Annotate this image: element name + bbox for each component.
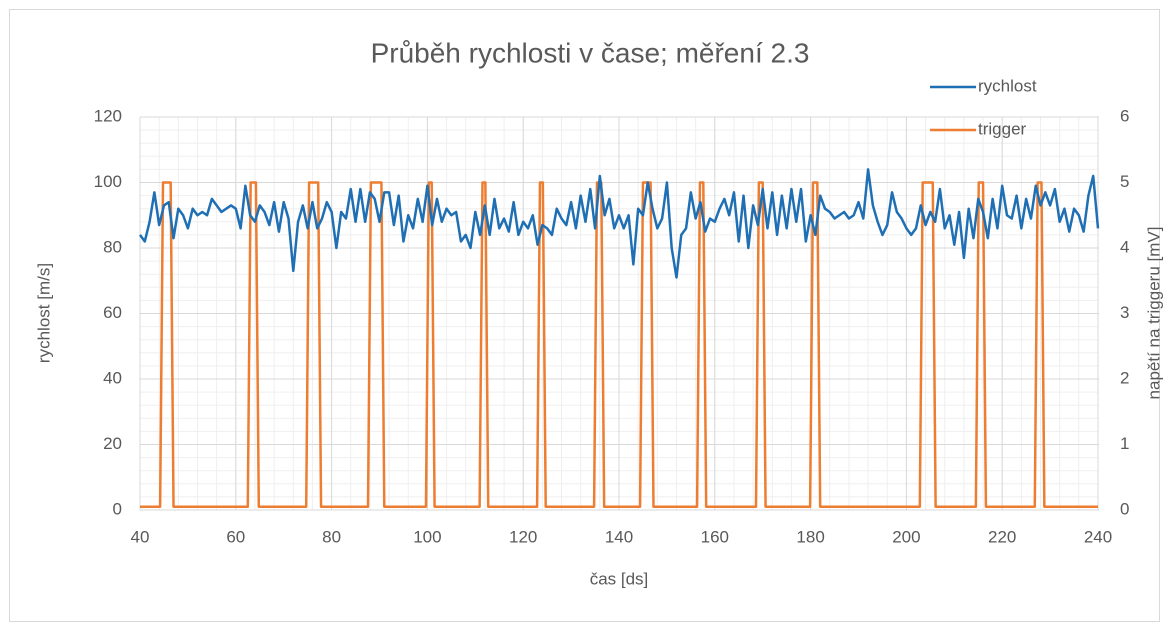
y2-axis-label: napětí na triggeru [mV] — [1144, 227, 1163, 400]
y-axis-label: rychlost [m/s] — [34, 263, 53, 363]
y-tick-label: 80 — [103, 237, 122, 256]
y2-tick-label: 3 — [1120, 303, 1129, 322]
y2-tick-label: 6 — [1120, 106, 1129, 125]
series-line — [138, 168, 1100, 279]
y-tick-label: 120 — [94, 106, 122, 125]
x-tick-label: 100 — [413, 527, 441, 546]
x-tick-label: 200 — [892, 527, 920, 546]
x-tick-label: 140 — [605, 527, 633, 546]
legend-label: trigger — [978, 119, 1027, 138]
x-tick-label: 60 — [226, 527, 245, 546]
x-tick-label: 40 — [131, 527, 150, 546]
plot — [138, 168, 1100, 508]
y2-tick-label: 4 — [1120, 237, 1129, 256]
y-tick-label: 60 — [103, 303, 122, 322]
y2-tick-label: 5 — [1120, 172, 1129, 191]
y-tick-label: 0 — [113, 499, 122, 518]
legend-label: rychlost — [978, 76, 1037, 95]
y2-tick-label: 1 — [1120, 434, 1129, 453]
y-tick-label: 20 — [103, 434, 122, 453]
chart-title: Průběh rychlosti v čase; měření 2.3 — [371, 37, 810, 68]
x-tick-label: 120 — [509, 527, 537, 546]
x-axis-label: čas [ds] — [590, 569, 649, 588]
y2-tick-label: 2 — [1120, 368, 1129, 387]
x-tick-label: 220 — [988, 527, 1016, 546]
y-tick-label: 100 — [94, 172, 122, 191]
x-tick-label: 240 — [1084, 527, 1112, 546]
y2-tick-label: 0 — [1120, 499, 1129, 518]
x-tick-label: 180 — [796, 527, 824, 546]
y-tick-label: 40 — [103, 368, 122, 387]
chart-border — [9, 9, 1160, 622]
x-tick-label: 160 — [701, 527, 729, 546]
x-tick-label: 80 — [322, 527, 341, 546]
